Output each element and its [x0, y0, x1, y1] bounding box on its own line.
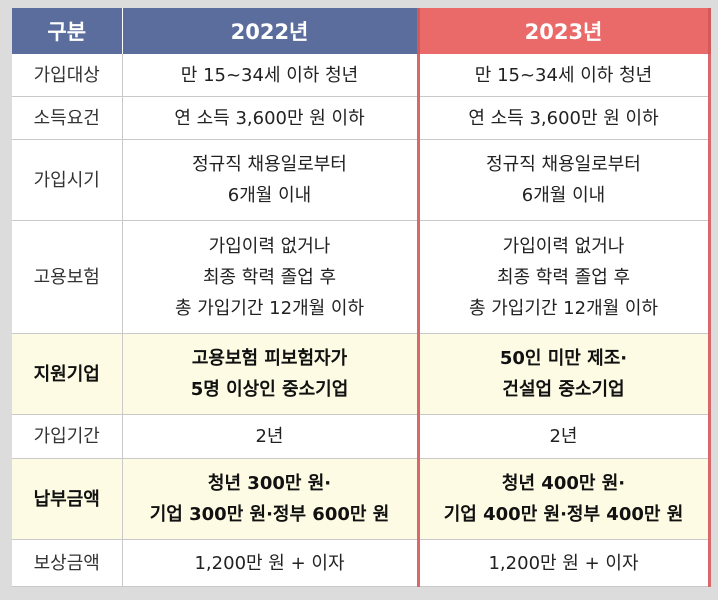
table-row: 소득요건 연 소득 3,600만 원 이하 연 소득 3,600만 원 이하: [12, 96, 711, 140]
cell-line: 만 15~34세 이하 청년: [180, 64, 359, 86]
cell-line: 연 소득 3,600만 원 이하: [468, 107, 659, 129]
cell-y2022: 정규직 채용일로부터 6개월 이내: [122, 139, 419, 221]
table-row: 지원기업 고용보험 피보험자가 5명 이상인 중소기업 50인 미만 제조· 건설업 중…: [12, 333, 711, 415]
cell-y2023: 만 15~34세 이하 청년: [416, 54, 711, 97]
row-label: 가입기간: [12, 414, 123, 459]
cell-y2022: 1,200만 원 + 이자: [122, 539, 419, 587]
cell-y2022: 만 15~34세 이하 청년: [122, 54, 419, 97]
cell-line: 정규직 채용일로부터: [192, 154, 347, 175]
cell-line: 6개월 이내: [227, 185, 312, 206]
cell-line: 1,200만 원 + 이자: [194, 552, 345, 574]
cell-line: 2년: [549, 426, 578, 447]
cell-line: 1,200만 원 + 이자: [488, 552, 639, 574]
cell-line: 5명 이상인 중소기업: [190, 379, 349, 400]
row-label: 소득요건: [12, 96, 123, 140]
header-row: 구분 2022년 2023년: [12, 8, 711, 54]
table-row: 가입시기 정규직 채용일로부터 6개월 이내 정규직 채용일로부터 6개월 이내: [12, 139, 711, 221]
table-row: 보상금액 1,200만 원 + 이자 1,200만 원 + 이자: [12, 539, 711, 587]
header-2023: 2023년: [416, 8, 711, 54]
cell-y2023: 2년: [416, 414, 711, 459]
cell-line: 최종 학력 졸업 후: [202, 266, 337, 288]
table-row: 가입기간 2년 2년: [12, 414, 711, 459]
cell-line: 정규직 채용일로부터: [486, 154, 641, 175]
cell-line: 총 가입기간 12개월 이하: [468, 297, 659, 319]
cell-line: 건설업 중소기업: [502, 379, 625, 400]
cell-line: 기업 400만 원·정부 400만 원: [443, 504, 684, 525]
cell-line: 총 가입기간 12개월 이하: [174, 297, 365, 319]
cell-line: 가입이력 없거나: [502, 235, 625, 257]
cell-y2022: 청년 300만 원· 기업 300만 원·정부 600만 원: [122, 458, 419, 540]
header-2022: 2022년: [122, 8, 419, 54]
cell-line: 2년: [255, 426, 284, 447]
cell-y2023: 연 소득 3,600만 원 이하: [416, 96, 711, 140]
cell-line: 기업 300만 원·정부 600만 원: [149, 504, 390, 525]
cell-y2023: 청년 400만 원· 기업 400만 원·정부 400만 원: [416, 458, 711, 540]
table-row: 납부금액 청년 300만 원· 기업 300만 원·정부 600만 원 청년 400만…: [12, 458, 711, 540]
cell-line: 만 15~34세 이하 청년: [474, 64, 653, 86]
row-label: 고용보험: [12, 220, 123, 334]
cell-line: 최종 학력 졸업 후: [496, 266, 631, 288]
cell-line: 청년 400만 원·: [501, 473, 626, 494]
cell-line: 청년 300만 원·: [207, 473, 332, 494]
row-label: 납부금액: [12, 458, 123, 540]
row-label: 지원기업: [12, 333, 123, 415]
row-label: 보상금액: [12, 539, 123, 587]
cell-line: 6개월 이내: [521, 185, 606, 206]
cell-y2023: 1,200만 원 + 이자: [416, 539, 711, 587]
cell-y2022: 2년: [122, 414, 419, 459]
youth-savings-comparison-table: 구분 2022년 2023년 가입대상 만 15~34세 이하 청년 만 15~34…: [12, 8, 711, 587]
header-category: 구분: [12, 8, 123, 54]
cell-y2022: 연 소득 3,600만 원 이하: [122, 96, 419, 140]
cell-y2023: 50인 미만 제조· 건설업 중소기업: [416, 333, 711, 415]
cell-line: 연 소득 3,600만 원 이하: [174, 107, 365, 129]
cell-y2023: 정규직 채용일로부터 6개월 이내: [416, 139, 711, 221]
cell-line: 고용보험 피보험자가: [191, 348, 348, 369]
table-row: 가입대상 만 15~34세 이하 청년 만 15~34세 이하 청년: [12, 54, 711, 97]
cell-line: 50인 미만 제조·: [499, 348, 628, 369]
cell-line: 가입이력 없거나: [208, 235, 331, 257]
cell-y2022: 고용보험 피보험자가 5명 이상인 중소기업: [122, 333, 419, 415]
row-label: 가입대상: [12, 54, 123, 97]
row-label: 가입시기: [12, 139, 123, 221]
